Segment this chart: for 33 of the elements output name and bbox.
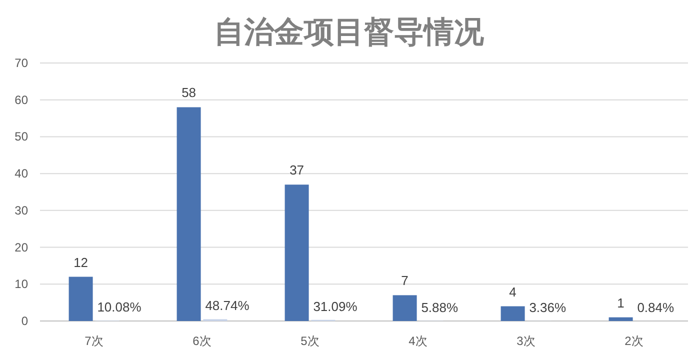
bar	[176, 107, 201, 321]
y-tick-label: 50	[14, 130, 28, 144]
bar	[284, 184, 309, 321]
x-tick-label: 4次	[408, 334, 428, 348]
x-tick-label: 5次	[300, 334, 320, 348]
data-label: 3.36%	[529, 300, 566, 315]
x-tick-label: 3次	[516, 334, 536, 348]
bar	[392, 295, 417, 321]
data-label: 31.09%	[313, 298, 358, 314]
y-tick-label: 70	[14, 56, 28, 70]
y-tick-label: 0	[21, 314, 28, 328]
y-tick-label: 40	[14, 166, 28, 181]
x-tick-label: 7次	[84, 334, 104, 348]
data-label: 37	[290, 162, 304, 178]
y-tick-label: 60	[14, 92, 28, 107]
bar	[68, 276, 93, 321]
data-label: 0.84%	[637, 300, 674, 315]
x-tick-label: 6次	[192, 334, 212, 348]
data-label: 10.08%	[97, 300, 142, 315]
bar	[500, 306, 525, 321]
data-label: 5.88%	[421, 300, 458, 315]
data-label: 4	[509, 284, 516, 300]
chart-title: 自治金项目督导情况	[214, 15, 485, 50]
data-label: 48.74%	[205, 298, 250, 314]
data-label: 1	[617, 295, 624, 310]
x-tick-label: 2次	[624, 334, 644, 348]
data-label: 12	[74, 254, 88, 270]
y-tick-label: 20	[14, 240, 28, 254]
y-tick-label: 30	[14, 203, 28, 218]
data-label: 7	[401, 273, 408, 288]
y-tick-label: 10	[14, 277, 28, 292]
data-label: 58	[182, 85, 196, 100]
bar	[608, 317, 633, 321]
